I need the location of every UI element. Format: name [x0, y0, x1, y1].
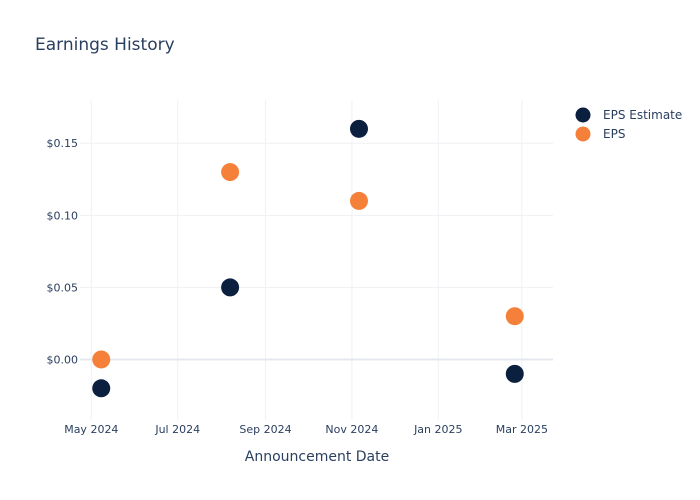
chart-title: Earnings History	[35, 35, 175, 55]
data-point-eps-estimate[interactable]	[92, 379, 111, 398]
x-tick-label: Jul 2024	[154, 423, 200, 436]
data-point-eps-estimate[interactable]	[349, 119, 368, 138]
x-tick-label: Jan 2025	[413, 423, 462, 436]
x-tick-label: Nov 2024	[325, 423, 378, 436]
legend[interactable]: EPS Estimate EPS	[575, 107, 683, 142]
y-tick-label: $0.10	[47, 209, 79, 222]
legend-label[interactable]: EPS Estimate	[603, 108, 682, 122]
legend-marker[interactable]	[575, 126, 591, 142]
y-tick-label: $0.05	[47, 281, 79, 294]
data-point-eps[interactable]	[92, 350, 111, 369]
grid-lines	[80, 100, 553, 420]
y-tick-label: $0.15	[47, 137, 79, 150]
data-point-eps[interactable]	[349, 191, 368, 210]
x-axis-title: Announcement Date	[245, 449, 389, 465]
x-tick-label: Sep 2024	[239, 423, 291, 436]
legend-marker[interactable]	[575, 107, 591, 123]
data-point-eps[interactable]	[221, 163, 240, 182]
y-tick-label: $0.00	[47, 353, 79, 366]
data-point-eps[interactable]	[505, 307, 524, 326]
data-point-eps-estimate[interactable]	[505, 364, 524, 383]
x-tick-label: May 2024	[64, 423, 118, 436]
x-axis-ticks: May 2024 Jul 2024 Sep 2024 Nov 2024 Jan 2025…	[64, 423, 548, 436]
y-axis-ticks: $0.00 $0.05 $0.10 $0.15	[47, 137, 79, 366]
data-points	[92, 119, 524, 398]
legend-label[interactable]: EPS	[603, 127, 625, 141]
data-point-eps-estimate[interactable]	[221, 278, 240, 297]
x-tick-label: Mar 2025	[496, 423, 548, 436]
